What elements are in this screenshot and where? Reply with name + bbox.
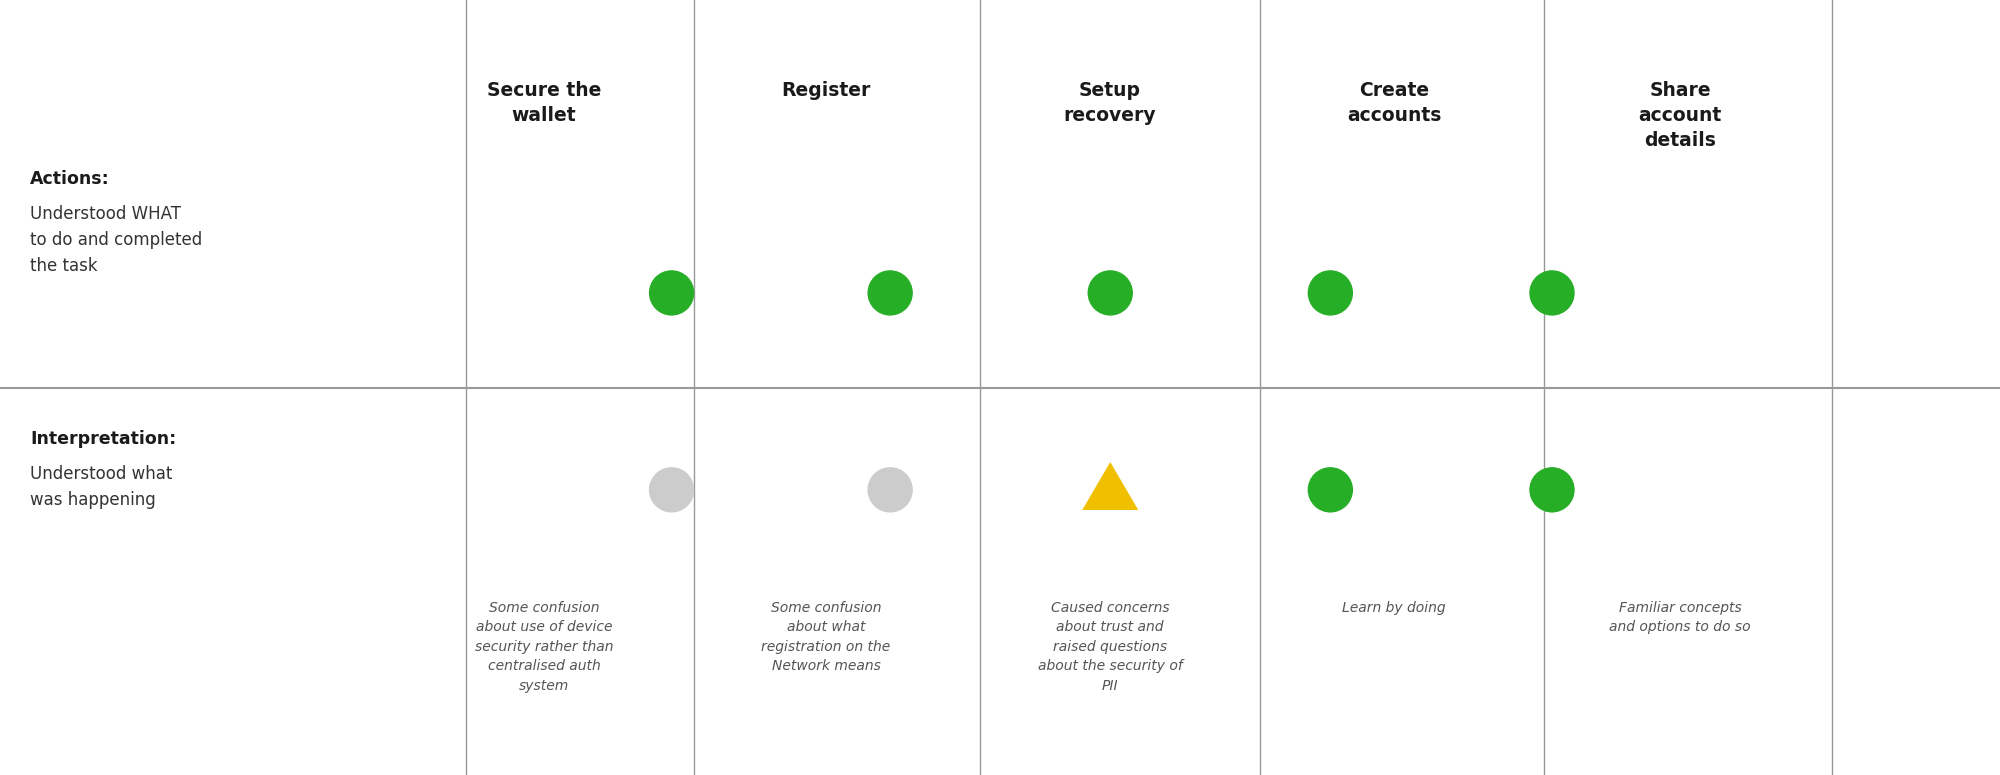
Text: Caused concerns
about trust and
raised questions
about the security of
PII: Caused concerns about trust and raised q…	[1038, 601, 1182, 693]
Text: ✓: ✓	[1100, 248, 1120, 271]
Text: ?: ?	[536, 501, 552, 529]
Text: Setup
recovery: Setup recovery	[1064, 81, 1156, 126]
Text: Some confusion
about use of device
security rather than
centralised auth
system: Some confusion about use of device secur…	[474, 601, 614, 693]
Text: Learn by doing: Learn by doing	[1342, 601, 1446, 615]
Text: Share
account
details: Share account details	[1638, 81, 1722, 150]
Text: Actions:: Actions:	[30, 170, 110, 188]
Text: ✓: ✓	[1384, 504, 1404, 527]
Text: Some confusion
about what
registration on the
Network means: Some confusion about what registration o…	[762, 601, 890, 673]
Text: Register: Register	[782, 81, 870, 101]
Text: Understood WHAT
to do and completed
the task: Understood WHAT to do and completed the …	[30, 205, 202, 275]
Text: Familiar concepts
and options to do so: Familiar concepts and options to do so	[1610, 601, 1750, 634]
Text: ✓: ✓	[816, 248, 836, 271]
Text: !: !	[1104, 515, 1116, 539]
Text: ✓: ✓	[1670, 248, 1690, 271]
Text: Secure the
wallet: Secure the wallet	[486, 81, 602, 126]
Text: ✓: ✓	[534, 248, 554, 271]
Text: Create
accounts: Create accounts	[1346, 81, 1442, 126]
Text: ✓: ✓	[1670, 504, 1690, 527]
Text: Interpretation:: Interpretation:	[30, 430, 176, 448]
Text: Understood what
was happening: Understood what was happening	[30, 465, 172, 508]
Text: ✓: ✓	[1384, 248, 1404, 271]
Text: ?: ?	[818, 501, 834, 529]
